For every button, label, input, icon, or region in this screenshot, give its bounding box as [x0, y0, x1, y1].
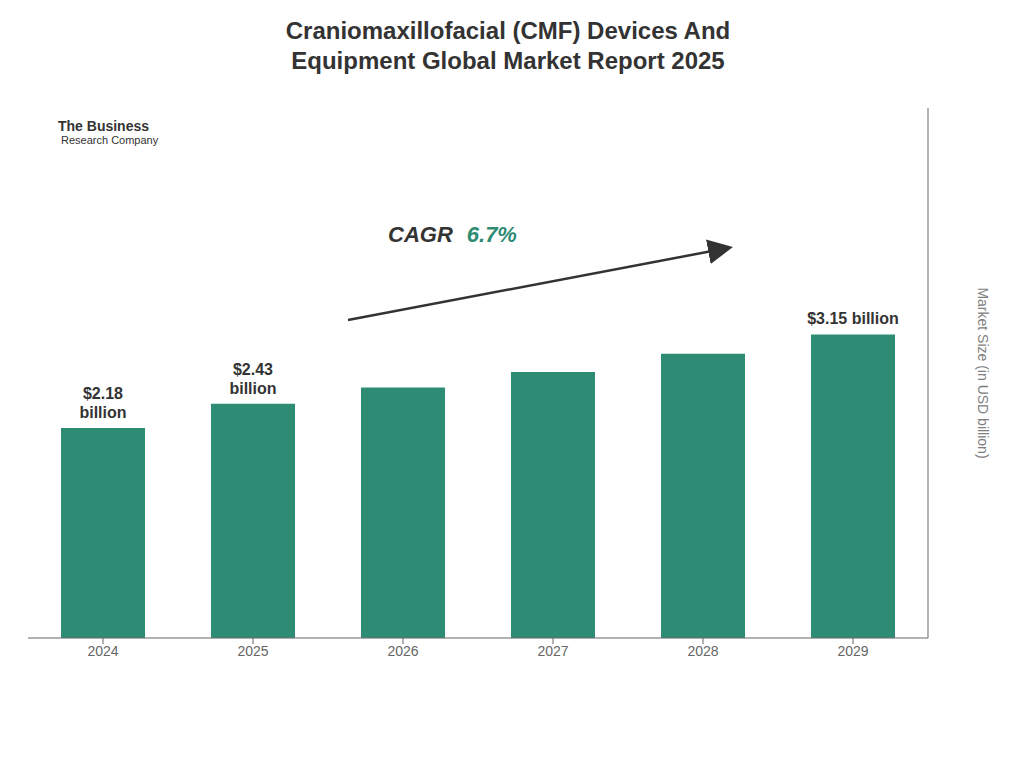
html-text:The Business: The Business	[58, 118, 149, 134]
html-text:Research Company: Research Company	[61, 134, 159, 146]
svg-text:2024: 2024	[87, 643, 118, 659]
svg-text:$2.18billion: $2.18billion	[79, 385, 126, 421]
svg-text:$3.15 billion: $3.15 billion	[807, 310, 899, 327]
html-text:Equipment Global Market Report: Equipment Global Market Report 2025	[291, 47, 725, 74]
html-text:Craniomaxillofacial (CMF) Devi: Craniomaxillofacial (CMF) Devices And	[285, 17, 731, 44]
svg-text:2025: 2025	[237, 643, 268, 659]
html-text:6.7%: 6.7%	[466, 222, 517, 247]
svg-text:2027: 2027	[537, 643, 568, 659]
html-text:CAGR: CAGR	[388, 222, 453, 247]
svg-text:Market Size (in USD billion): Market Size (in USD billion)	[975, 287, 991, 458]
svg-text:2029: 2029	[837, 643, 868, 659]
svg-text:2028: 2028	[687, 643, 718, 659]
svg-text:2026: 2026	[387, 643, 418, 659]
svg-text:$2.43billion: $2.43billion	[229, 361, 276, 397]
